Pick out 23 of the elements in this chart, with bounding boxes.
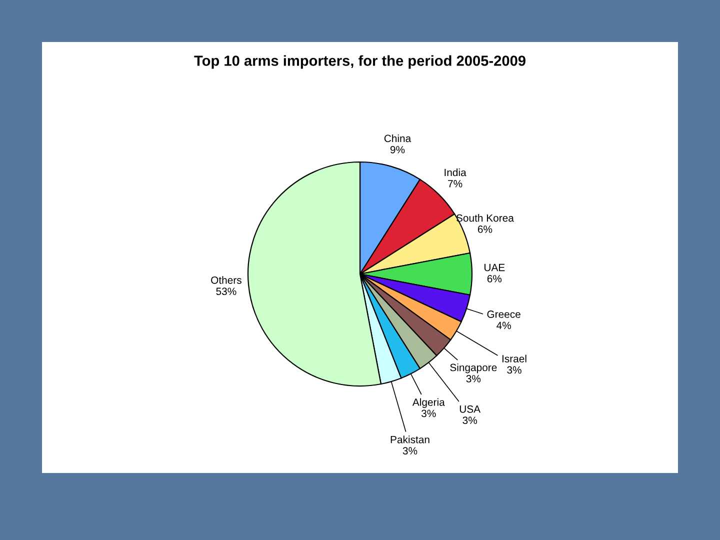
data-label: 9%: [390, 146, 405, 154]
slice-label: Israel: [502, 354, 526, 362]
slice-label: Greece: [487, 310, 520, 318]
slice-label: Pakistan: [390, 436, 430, 444]
data-label: 7%: [448, 180, 462, 188]
data-label: 3%: [507, 366, 522, 374]
slice-label: Singapore: [450, 364, 497, 374]
slice-label: South Korea: [456, 214, 514, 222]
data-label: 4%: [496, 322, 511, 330]
slice-label: USA: [460, 405, 481, 413]
data-label: 3%: [462, 416, 477, 424]
data-label: 3%: [402, 447, 418, 454]
chart-title: Top 10 arms importers, for the period 2005-2009: [194, 55, 526, 69]
data-label: 6%: [487, 275, 502, 282]
slice-label: UAE: [484, 264, 505, 272]
slice-label: China: [384, 134, 412, 142]
data-label: 53%: [216, 288, 236, 296]
slice-label: Algeria: [412, 398, 445, 408]
data-label: 3%: [466, 375, 481, 382]
data-label: 6%: [478, 226, 492, 233]
slice-label: India: [444, 168, 466, 176]
slice-label: Others: [211, 276, 242, 284]
data-label: 3%: [422, 410, 436, 418]
